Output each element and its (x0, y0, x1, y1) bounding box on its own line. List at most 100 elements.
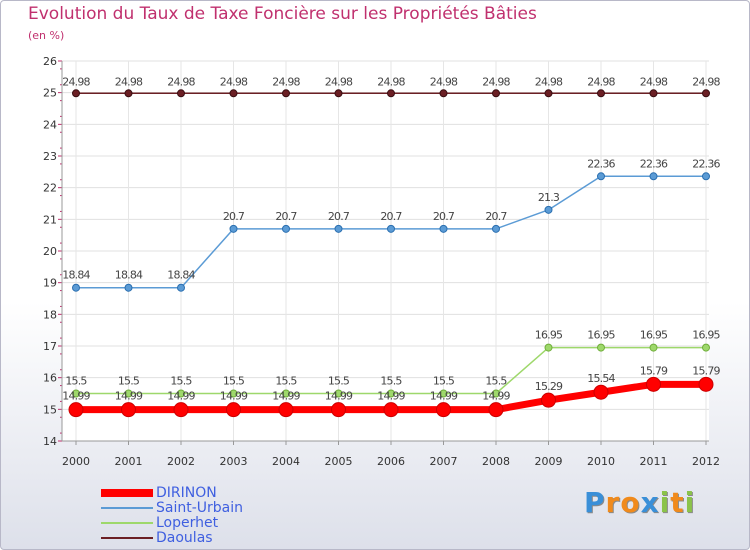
data-label-dirinon: 14.99 (115, 390, 143, 403)
data-label-daoulas: 24.98 (325, 75, 353, 88)
data-label-loperhet: 16.95 (535, 329, 563, 342)
data-point-daoulas (702, 89, 710, 98)
y-tick-label: 24 (43, 118, 57, 131)
data-label-saint-urbain: 22.36 (587, 157, 615, 170)
data-point-daoulas (387, 89, 395, 98)
data-point-loperhet (124, 389, 133, 398)
data-point-dirinon (331, 402, 346, 418)
data-label-dirinon: 14.99 (325, 390, 353, 403)
data-label-loperhet: 16.95 (692, 329, 720, 342)
data-label-daoulas: 24.98 (587, 75, 615, 88)
data-point-loperhet (72, 389, 80, 398)
data-label-saint-urbain: 22.36 (692, 157, 720, 170)
y-tick-label: 22 (43, 182, 57, 195)
data-label-daoulas: 24.98 (692, 75, 720, 88)
data-label-saint-urbain: 18.84 (115, 269, 143, 282)
data-point-daoulas (124, 89, 133, 98)
data-point-loperhet (492, 389, 500, 398)
logo-letter: t (670, 486, 685, 519)
data-point-loperhet (177, 389, 185, 398)
data-point-saint-urbain (649, 172, 658, 181)
data-label-daoulas: 24.98 (482, 75, 510, 88)
data-point-daoulas (282, 89, 290, 98)
data-point-daoulas (492, 89, 500, 98)
x-tick-label: 2011 (640, 455, 668, 468)
data-label-daoulas: 24.98 (167, 75, 195, 88)
data-point-saint-urbain (702, 172, 710, 181)
data-label-daoulas: 24.98 (640, 75, 668, 88)
data-label-daoulas: 24.98 (220, 75, 248, 88)
legend-label-loperhet: Loperhet (156, 515, 219, 531)
x-tick-label: 2012 (692, 455, 720, 468)
data-label-saint-urbain: 18.84 (167, 269, 195, 282)
data-label-saint-urbain: 18.84 (62, 269, 90, 282)
data-label-loperhet: 16.95 (587, 329, 615, 342)
x-tick-label: 2008 (482, 455, 510, 468)
data-point-dirinon (121, 402, 136, 418)
y-tick-label: 17 (43, 340, 57, 353)
x-tick-label: 2005 (325, 455, 353, 468)
legend-label-daoulas: Daoulas (156, 530, 213, 546)
data-label-saint-urbain: 21.3 (538, 191, 560, 204)
x-tick-label: 2006 (377, 455, 405, 468)
data-point-dirinon (646, 376, 661, 392)
chart-subtitle: (en %) (28, 29, 65, 42)
data-label-loperhet: 15.5 (65, 375, 87, 388)
y-tick-label: 20 (43, 245, 57, 258)
data-point-dirinon (593, 384, 609, 400)
data-label-dirinon: 14.99 (482, 390, 510, 403)
y-tick-label: 21 (43, 213, 57, 226)
x-tick-label: 2004 (272, 455, 300, 468)
data-point-daoulas (544, 89, 553, 98)
data-point-loperhet (702, 343, 710, 352)
data-point-saint-urbain (229, 224, 238, 233)
data-label-loperhet: 15.5 (223, 375, 245, 388)
data-label-dirinon: 15.79 (692, 364, 720, 377)
x-tick-label: 2002 (167, 455, 195, 468)
y-tick-label: 19 (43, 277, 57, 290)
data-label-daoulas: 24.98 (377, 75, 405, 88)
data-point-daoulas (177, 89, 185, 98)
data-point-dirinon (383, 402, 399, 418)
legend-swatch-loperhet (101, 522, 153, 524)
data-point-daoulas (334, 89, 343, 98)
logo-letter: r (605, 486, 621, 519)
data-point-dirinon (173, 402, 189, 418)
data-point-saint-urbain (544, 205, 553, 214)
data-point-loperhet (439, 389, 448, 398)
data-point-loperhet (282, 389, 290, 398)
data-label-saint-urbain: 20.7 (275, 210, 297, 223)
data-point-loperhet (649, 343, 658, 352)
data-point-loperhet (229, 389, 238, 398)
x-tick-label: 2003 (220, 455, 248, 468)
data-label-loperhet: 15.5 (433, 375, 455, 388)
legend-swatch-dirinon (101, 489, 153, 497)
x-tick-label: 2010 (587, 455, 615, 468)
legend-label-saint-urbain: Saint-Urbain (156, 500, 244, 516)
logo-letter: o (620, 486, 641, 519)
data-point-daoulas (649, 89, 658, 98)
data-label-dirinon: 14.99 (62, 390, 90, 403)
data-point-dirinon (488, 402, 504, 418)
data-label-dirinon: 15.54 (587, 372, 615, 385)
data-point-saint-urbain (334, 224, 343, 233)
y-tick-label: 14 (43, 435, 57, 448)
legend-label-dirinon: DIRINON (156, 485, 217, 501)
legend-swatch-saint-urbain (101, 507, 153, 509)
data-point-loperhet (387, 389, 395, 398)
data-label-dirinon: 15.29 (535, 380, 563, 393)
x-tick-label: 2001 (115, 455, 143, 468)
data-label-saint-urbain: 20.7 (433, 210, 455, 223)
data-point-saint-urbain (597, 172, 605, 181)
data-point-saint-urbain (282, 224, 290, 233)
data-label-daoulas: 24.98 (115, 75, 143, 88)
y-tick-label: 15 (43, 403, 57, 416)
data-point-dirinon (278, 402, 294, 418)
data-point-saint-urbain (439, 224, 448, 233)
data-point-saint-urbain (177, 283, 185, 292)
data-point-loperhet (544, 343, 553, 352)
data-point-dirinon (68, 402, 84, 418)
data-label-dirinon: 15.79 (640, 364, 668, 377)
data-point-saint-urbain (124, 283, 133, 292)
